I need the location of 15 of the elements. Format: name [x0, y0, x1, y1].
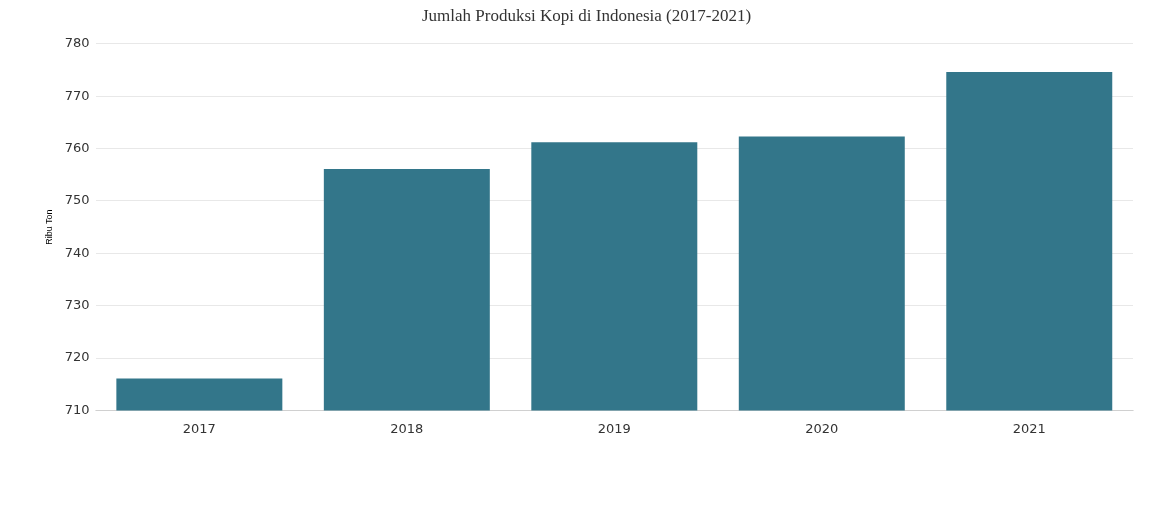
y-tick-label: 770 [64, 87, 90, 103]
y-tick-label: 710 [64, 401, 90, 417]
x-tick-label: 2019 [597, 420, 631, 436]
y-tick-label: 760 [64, 139, 90, 155]
x-tick-label: 2017 [182, 420, 216, 436]
x-tick-label: 2018 [390, 420, 424, 436]
y-tick-label: 740 [64, 244, 90, 260]
y-tick-label: 780 [64, 35, 90, 51]
x-tick-label: 2020 [805, 420, 839, 436]
x-tick-label: 2021 [1012, 420, 1046, 436]
chart-title: Jumlah Produksi Kopi di Indonesia (2017-2021) [420, 6, 753, 26]
y-axis-title: Ribu Ton [43, 209, 54, 245]
y-tick-label: 750 [64, 192, 90, 208]
y-tick-label: 730 [64, 297, 90, 313]
y-tick-label: 720 [64, 349, 90, 365]
